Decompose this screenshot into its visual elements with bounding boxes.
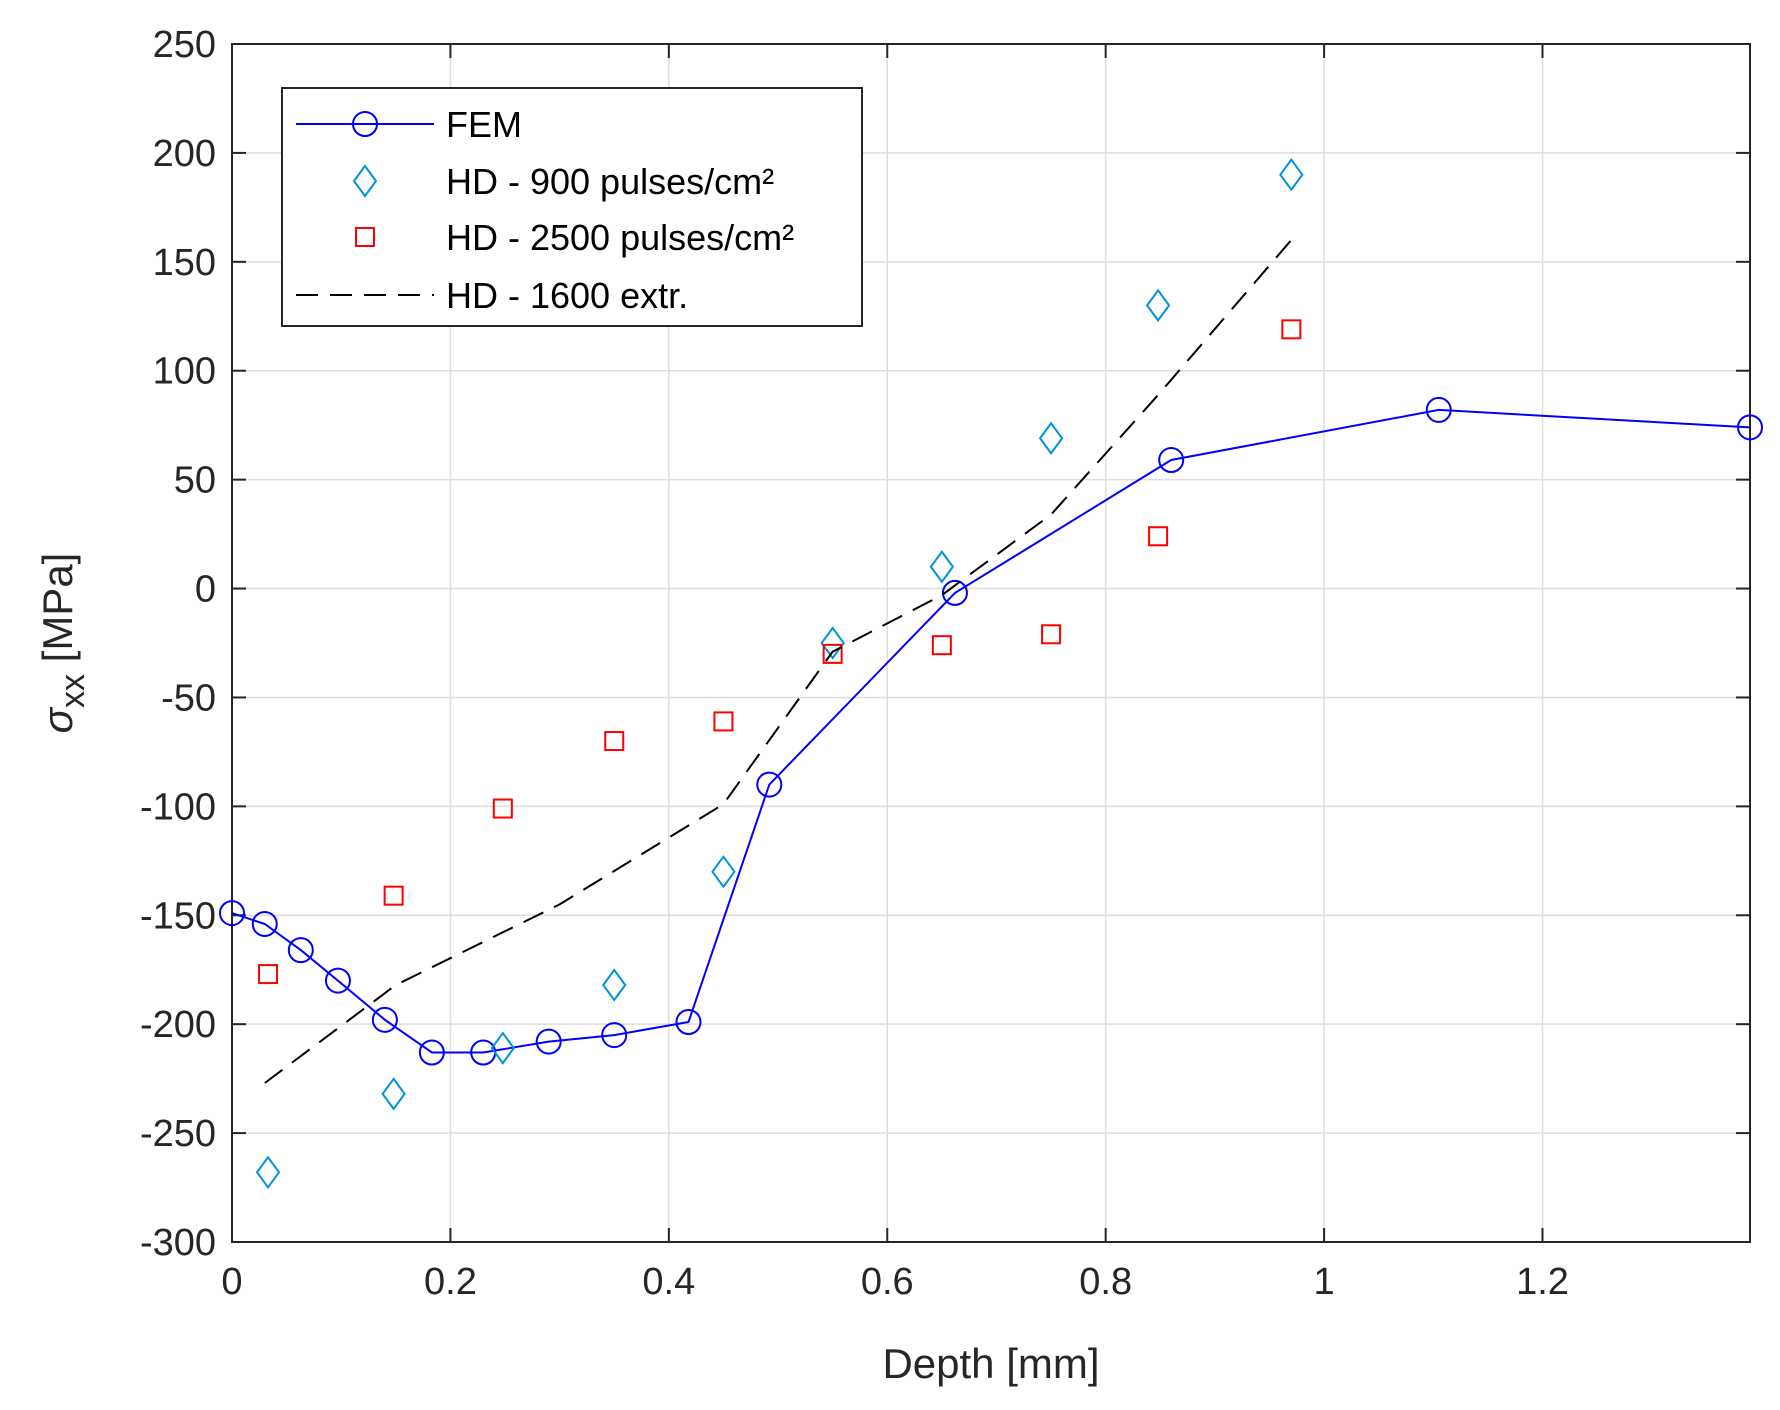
- y-tick-label: -50: [161, 677, 216, 719]
- series-0-circle-marker: [371, 1006, 398, 1033]
- series-1-diamond-marker: [929, 550, 955, 584]
- series-1-diamond-marker: [381, 1077, 406, 1111]
- x-tick-label: 0: [221, 1261, 242, 1303]
- y-axis-label-subscript: xx: [54, 674, 92, 708]
- series-2-square-marker: [931, 635, 952, 656]
- series-2-square-marker: [492, 798, 513, 819]
- y-tick-label: 0: [195, 569, 216, 611]
- series-1-diamond-marker: [601, 968, 627, 1002]
- y-tick-label: 200: [153, 133, 216, 175]
- series-0-circle-marker: [1425, 396, 1452, 423]
- x-tick-label: 0.2: [424, 1261, 477, 1303]
- series-0-circle-marker: [1158, 447, 1185, 474]
- series-1-diamond-marker: [1145, 288, 1171, 323]
- series-2-square-marker: [604, 731, 625, 752]
- y-tick-label: 250: [153, 24, 216, 66]
- legend-box: [281, 87, 863, 327]
- legend-fem-label: FEM: [446, 104, 522, 145]
- y-tick-label: 100: [153, 351, 216, 393]
- x-tick-label: 1.2: [1516, 1261, 1569, 1303]
- axes-box: [231, 43, 1751, 1243]
- y-tick-label: -150: [140, 895, 216, 937]
- series-0-circle-marker: [251, 910, 278, 937]
- x-tick-label: 1: [1314, 1261, 1335, 1303]
- x-tick-label: 0.6: [861, 1261, 914, 1303]
- series-1-diamond-marker: [820, 626, 845, 660]
- series-layer: [219, 157, 1763, 1189]
- series-0-circle-marker: [675, 1009, 702, 1036]
- y-axis-label-symbol: σ: [34, 706, 81, 733]
- legend-hd900-label: HD - 900 pulses/cm²: [446, 161, 774, 202]
- y-tick-label: -100: [140, 786, 216, 828]
- legend-hd2500-marker: [355, 227, 375, 247]
- series-2-square-marker: [258, 964, 279, 985]
- series-0-circle-marker: [219, 900, 245, 927]
- series-0-circle-marker: [941, 579, 968, 606]
- series-1-diamond-marker: [1279, 157, 1304, 192]
- series-1-diamond-marker: [1038, 421, 1064, 455]
- series-2-square-marker: [822, 643, 843, 664]
- y-tick-label: 150: [153, 242, 216, 284]
- y-tick-label: -250: [140, 1113, 216, 1155]
- series-0-circle-marker: [287, 937, 314, 964]
- series-2-square-marker: [1281, 319, 1302, 340]
- series-0-circle-marker: [1737, 414, 1763, 441]
- series-3-line: [264, 239, 1293, 1084]
- series-0-circle-marker: [756, 771, 783, 798]
- x-tick-label: 0.8: [1079, 1261, 1132, 1303]
- legend-hd1600-label: HD - 1600 extr.: [446, 275, 688, 316]
- series-2-square-marker: [1041, 624, 1062, 645]
- y-tick-label: -200: [140, 1004, 216, 1046]
- series-0-circle-marker: [324, 967, 351, 994]
- series-2-square-marker: [713, 711, 734, 732]
- x-axis-label: Depth [mm]: [882, 1340, 1099, 1387]
- series-2-square-marker: [1148, 526, 1169, 547]
- legend-fem-marker: [352, 111, 378, 137]
- x-tick-label: 0.4: [642, 1261, 695, 1303]
- legend-hd2500-label: HD - 2500 pulses/cm²: [446, 217, 794, 258]
- ticks: 0 0.2 0.4 0.6 0.8 1 1.2 -300 -250 -200 -150 -100 -50…: [140, 24, 1750, 1303]
- y-axis-label: σxx [MPa]: [34, 553, 92, 734]
- series-1-diamond-marker: [255, 1155, 281, 1189]
- series-1-diamond-marker: [490, 1031, 516, 1065]
- series-2-square-marker: [383, 885, 404, 906]
- grid: [232, 44, 1750, 1242]
- y-tick-label: -300: [140, 1222, 216, 1264]
- series-1-diamond-marker: [711, 855, 736, 889]
- legend: FEM HD - 900 pulses/cm² HD - 2500 pulses…: [281, 87, 863, 327]
- y-axis-label-unit: [MPa]: [34, 553, 81, 674]
- series-0-circle-marker: [418, 1039, 445, 1066]
- series-0-line: [231, 408, 1751, 1054]
- series-0-circle-marker: [601, 1022, 628, 1049]
- y-tick-label: 50: [174, 460, 216, 502]
- series-0-circle-marker: [535, 1028, 562, 1055]
- legend-hd900-marker: [352, 164, 378, 198]
